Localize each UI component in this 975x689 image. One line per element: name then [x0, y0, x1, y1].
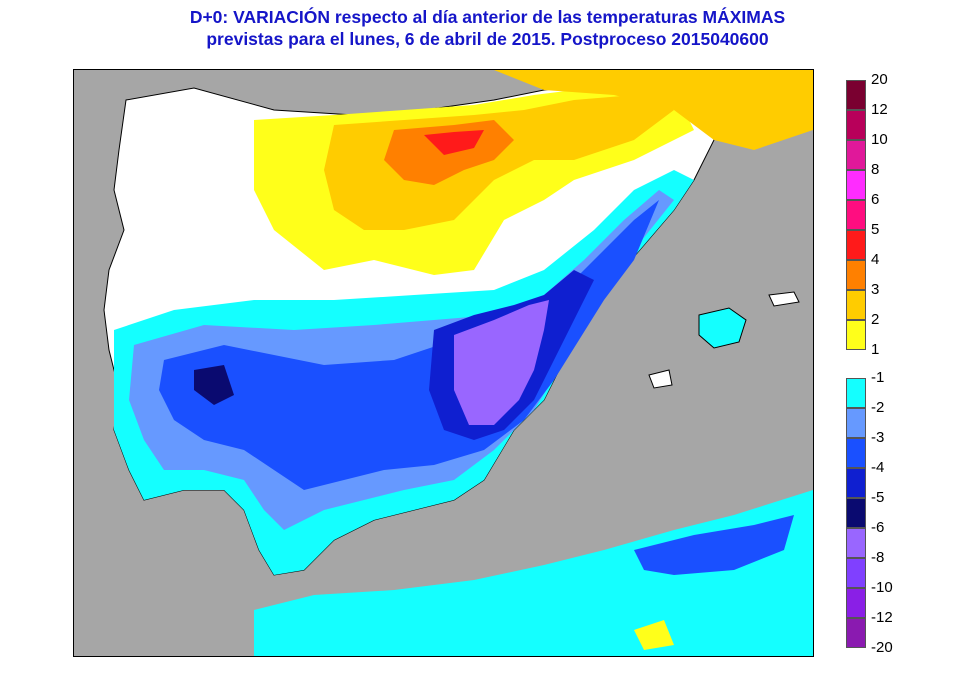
- title-line-2: previstas para el lunes, 6 de abril de 2…: [206, 29, 769, 49]
- cold-zone-5: [454, 300, 549, 425]
- cold-zone-3: [159, 200, 659, 490]
- legend-swatch: [846, 408, 866, 438]
- temperature-change-map: [73, 69, 814, 657]
- legend-swatch: [846, 140, 866, 170]
- legend-swatch: [846, 110, 866, 140]
- legend-label: 12: [871, 101, 888, 118]
- legend-swatch: [846, 378, 866, 408]
- legend-swatch: [846, 528, 866, 558]
- color-legend: 20 12 10 8 6 5 4 3 2 1 -1 -2 -3 -4 -5 -6 -8 -10 -12 -20: [846, 72, 946, 658]
- legend-swatch: [846, 320, 866, 350]
- map-title: D+0: VARIACIÓN respecto al día anterior …: [0, 6, 975, 50]
- legend-label: 5: [871, 221, 880, 238]
- legend-label: 4: [871, 251, 880, 268]
- legend-label: 6: [871, 191, 880, 208]
- legend-label: -2: [871, 399, 885, 416]
- legend-swatch: [846, 438, 866, 468]
- legend-label: -10: [871, 579, 893, 596]
- legend-label: 10: [871, 131, 888, 148]
- legend-swatch: [846, 588, 866, 618]
- legend-swatch: [846, 498, 866, 528]
- legend-swatch: [846, 618, 866, 648]
- legend-label: 1: [871, 341, 880, 358]
- legend-swatch: [846, 558, 866, 588]
- balearic-ibiza: [648, 369, 673, 389]
- map-svg: [103, 70, 813, 656]
- legend-label: 2: [871, 311, 880, 328]
- balearic-menorca: [768, 291, 800, 307]
- legend-swatch: [846, 290, 866, 320]
- legend-label: -12: [871, 609, 893, 626]
- legend-label: -5: [871, 489, 885, 506]
- balearic-mallorca: [698, 307, 747, 349]
- legend-label: 20: [871, 71, 888, 88]
- warm-zone-4: [424, 130, 484, 155]
- north-africa-warm: [634, 620, 674, 650]
- legend-label: -3: [871, 429, 885, 446]
- legend-swatch: [846, 170, 866, 200]
- title-line-1: D+0: VARIACIÓN respecto al día anterior …: [189, 7, 786, 27]
- legend-swatch: [846, 230, 866, 260]
- cold-zone-6: [194, 365, 234, 405]
- legend-swatch: [846, 468, 866, 498]
- north-africa: [254, 490, 813, 656]
- legend-swatch: [846, 260, 866, 290]
- legend-label: -8: [871, 549, 885, 566]
- legend-label: -20: [871, 639, 893, 656]
- france-region: [494, 70, 813, 150]
- legend-swatch: [846, 80, 866, 110]
- north-africa-cold: [634, 515, 794, 575]
- legend-label: 8: [871, 161, 880, 178]
- legend-label: -6: [871, 519, 885, 536]
- legend-label: 3: [871, 281, 880, 298]
- legend-swatch: [846, 200, 866, 230]
- legend-label: -1: [871, 369, 885, 386]
- legend-label: -4: [871, 459, 885, 476]
